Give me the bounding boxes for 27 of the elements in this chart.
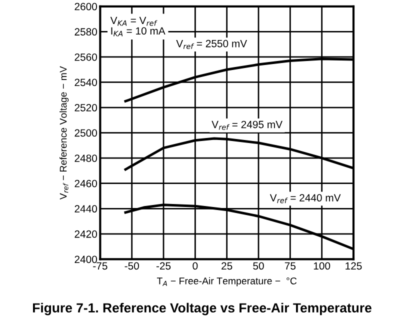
y-tick-label: 2420 [74,230,98,238]
x-tick-label: -25 [156,262,171,270]
y-tick-label: 2460 [74,180,98,188]
x-tick-label: 25 [222,262,232,270]
x-tick-label: 100 [314,262,330,270]
x-axis-title: T$_{A}$ − Free-Air Temperature − °C [156,277,297,286]
x-tick-label: -75 [93,262,108,270]
annotation: V$_{ref}$ = 2550 mV [176,40,248,50]
x-tick-label: 0 [192,262,198,270]
text: Figure 7-1. Reference Voltage vs Free-Air Temperature [33,302,372,316]
y-tick-label: 2500 [74,129,98,137]
text: V$_{KA}$ = V$_{ref}$ I$_{KA}$ = 10 mA [110,16,166,36]
x-tick-label: 125 [346,262,362,270]
y-axis-title: V$_{ref}$ − Reference Voltage − mV [60,66,69,200]
y-tick-label: 2600 [74,2,98,10]
x-tick-label: 75 [284,262,296,270]
y-tick-label: 2520 [74,104,98,112]
y-tick-label: 2440 [74,205,98,213]
y-tick-label: 2540 [74,78,98,86]
annotation: V$_{ref}$ = 2440 mV [270,194,341,204]
x-tick-label: 50 [253,262,264,270]
y-tick-label: 2480 [74,154,98,162]
y-tick-label: 2560 [74,53,98,61]
x-tick-label: -50 [124,262,139,270]
y-tick-label: 2580 [74,28,98,36]
y-tick-label: 2400 [74,256,98,264]
annotation: V$_{ref}$ = 2495 mV [212,120,282,130]
